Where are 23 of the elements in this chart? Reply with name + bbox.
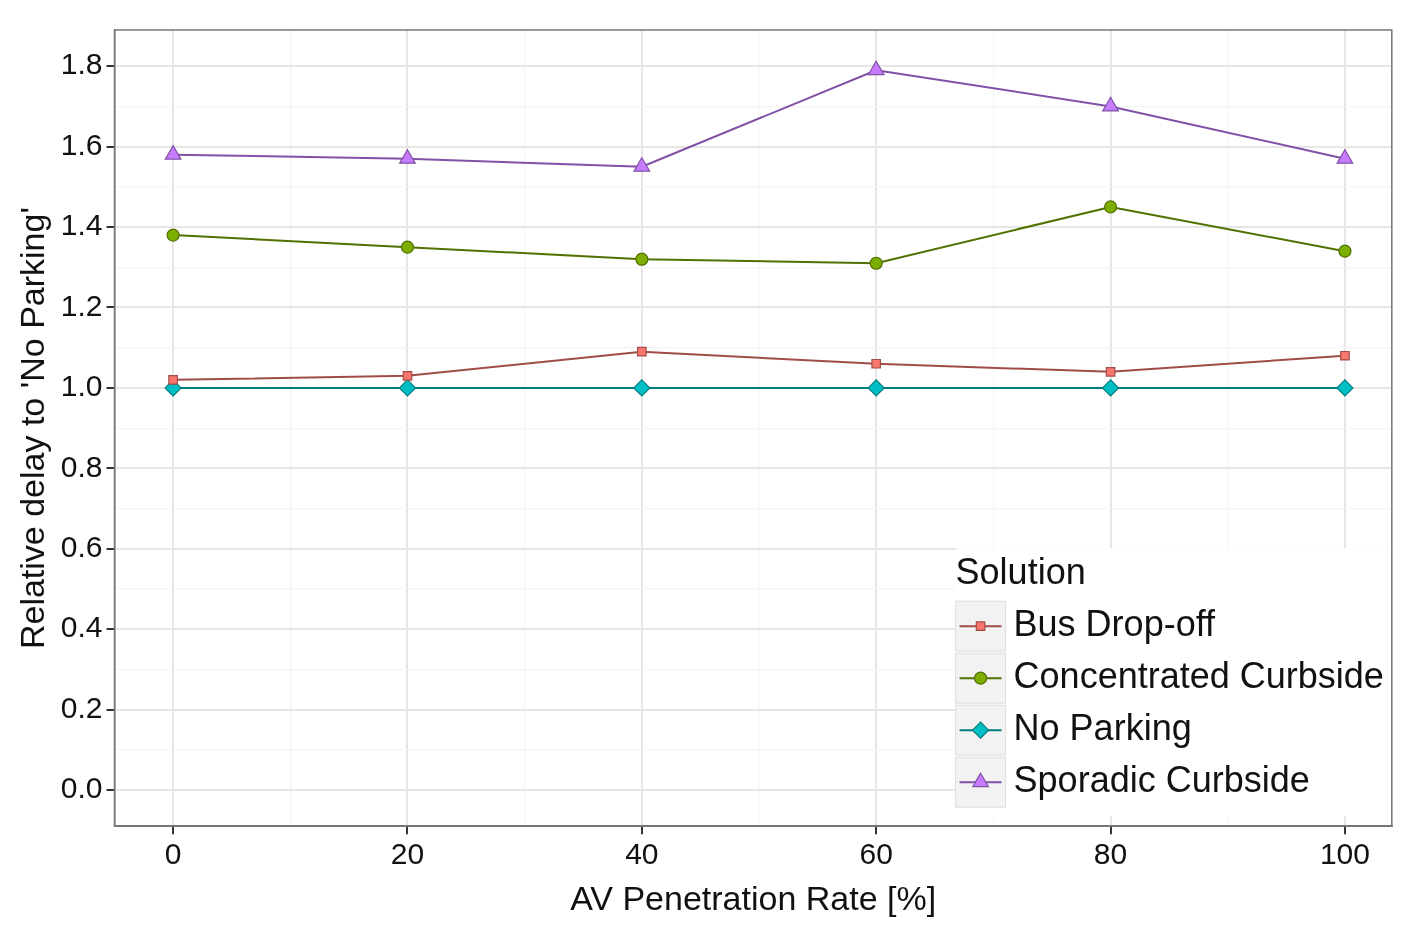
y-tick-label: 1.4 [60,208,103,242]
x-tick-label: 40 [625,837,659,871]
legend-label: Concentrated Curbside [1013,655,1384,697]
x-tick-label: 100 [1319,837,1370,871]
y-tick-label: 1.8 [60,47,103,81]
x-tick-label: 20 [390,837,425,871]
y-tick-label: 1.6 [60,127,103,161]
y-tick-label: 1.0 [60,369,103,403]
legend-label: No Parking [1013,707,1192,749]
y-tick-label: 0.0 [60,771,103,805]
y-axis-title: Relative delay to 'No Parking' [12,207,51,650]
y-tick-label: 0.6 [60,530,103,563]
x-axis-title: AV Penetration Rate [%] [570,878,937,917]
y-tick-label: 0.8 [60,449,103,483]
legend-label: Sporadic Curbside [1013,759,1310,801]
y-tick-label: 0.4 [60,610,103,644]
x-tick-label: 60 [859,837,893,871]
y-tick-label: 1.2 [60,288,103,322]
y-tick-label: 0.2 [60,690,103,724]
x-tick-label: 80 [1093,837,1128,871]
x-tick-label: 0 [164,837,182,871]
legend-label: Bus Drop-off [1013,603,1217,645]
legend-title: Solution [955,551,1086,593]
